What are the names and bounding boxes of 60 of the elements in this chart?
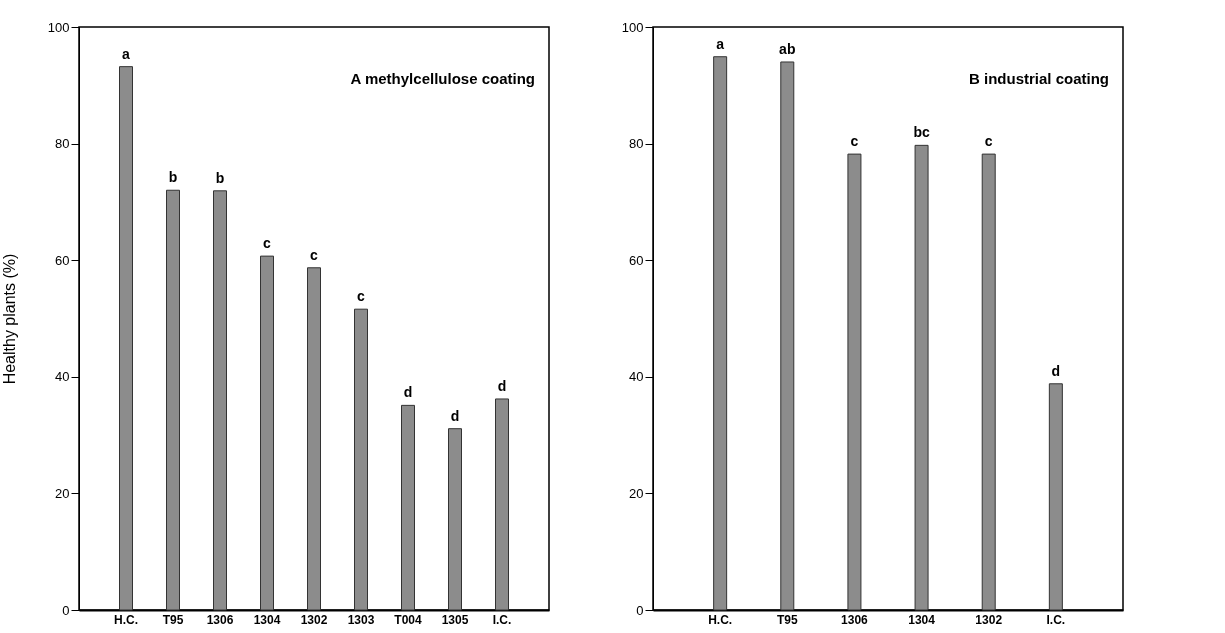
x-tick-label: I.C. [492,612,512,627]
bar [1048,383,1063,611]
y-tick-label: 60 [55,252,70,268]
x-tick-label: 1302 [975,612,1003,627]
data-label: d [497,377,507,394]
x-tick-label: 1305 [441,612,469,627]
data-label: ab [779,40,796,57]
x-tick-label: 1306 [841,612,869,627]
bar [495,398,509,611]
bar [166,189,180,611]
bar [354,308,368,611]
x-tick-label: 1304 [253,612,281,627]
data-label: b [215,169,225,186]
bar [780,61,795,611]
bar [307,267,321,611]
y-tick-label: 40 [629,369,644,385]
data-label: bc [913,124,930,141]
y-tick-label: 0 [62,602,70,618]
data-label: c [263,235,272,252]
x-tick-label: T95 [776,612,798,627]
data-label: a [716,35,725,52]
y-tick-label: 0 [636,602,644,618]
bar [847,153,862,611]
y-tick-label: 100 [47,19,70,35]
x-tick-label: H.C. [114,612,138,627]
x-tick-label: T95 [162,612,184,627]
x-tick-label: 1302 [300,612,328,627]
y-tick-label: 20 [55,485,70,501]
x-tick-label: 1306 [206,612,234,627]
data-label: d [1051,362,1061,379]
data-label: d [403,384,413,401]
data-label: c [310,246,319,263]
bar [401,404,415,611]
bar [713,56,728,611]
bar [119,66,133,611]
y-tick-label: 80 [55,136,70,152]
x-tick-label: 1304 [908,612,936,627]
x-tick-label: I.C. [1046,612,1066,627]
x-tick-label: 1303 [347,612,375,627]
data-label: b [168,169,178,186]
x-tick-label: T004 [394,612,422,627]
data-label: d [450,407,460,424]
bar [914,144,929,611]
data-label: c [357,288,366,305]
bar [981,153,996,611]
data-label: a [122,45,131,62]
y-tick-label: 20 [629,485,644,501]
text: B industrial coating [968,70,1109,87]
y-tick-label: 100 [621,19,644,35]
y-tick-label: 40 [55,369,70,385]
text: A methylcellulose coating [350,70,535,87]
bar [213,190,227,611]
y-tick-label: 60 [629,252,644,268]
bar [448,428,462,611]
y-tick-label: 80 [629,136,644,152]
data-label: c [984,133,993,150]
x-tick-label: H.C. [708,612,733,627]
bar [260,255,274,611]
data-label: c [850,133,859,150]
y-axis-title: Healthy plants (%) [0,253,18,385]
